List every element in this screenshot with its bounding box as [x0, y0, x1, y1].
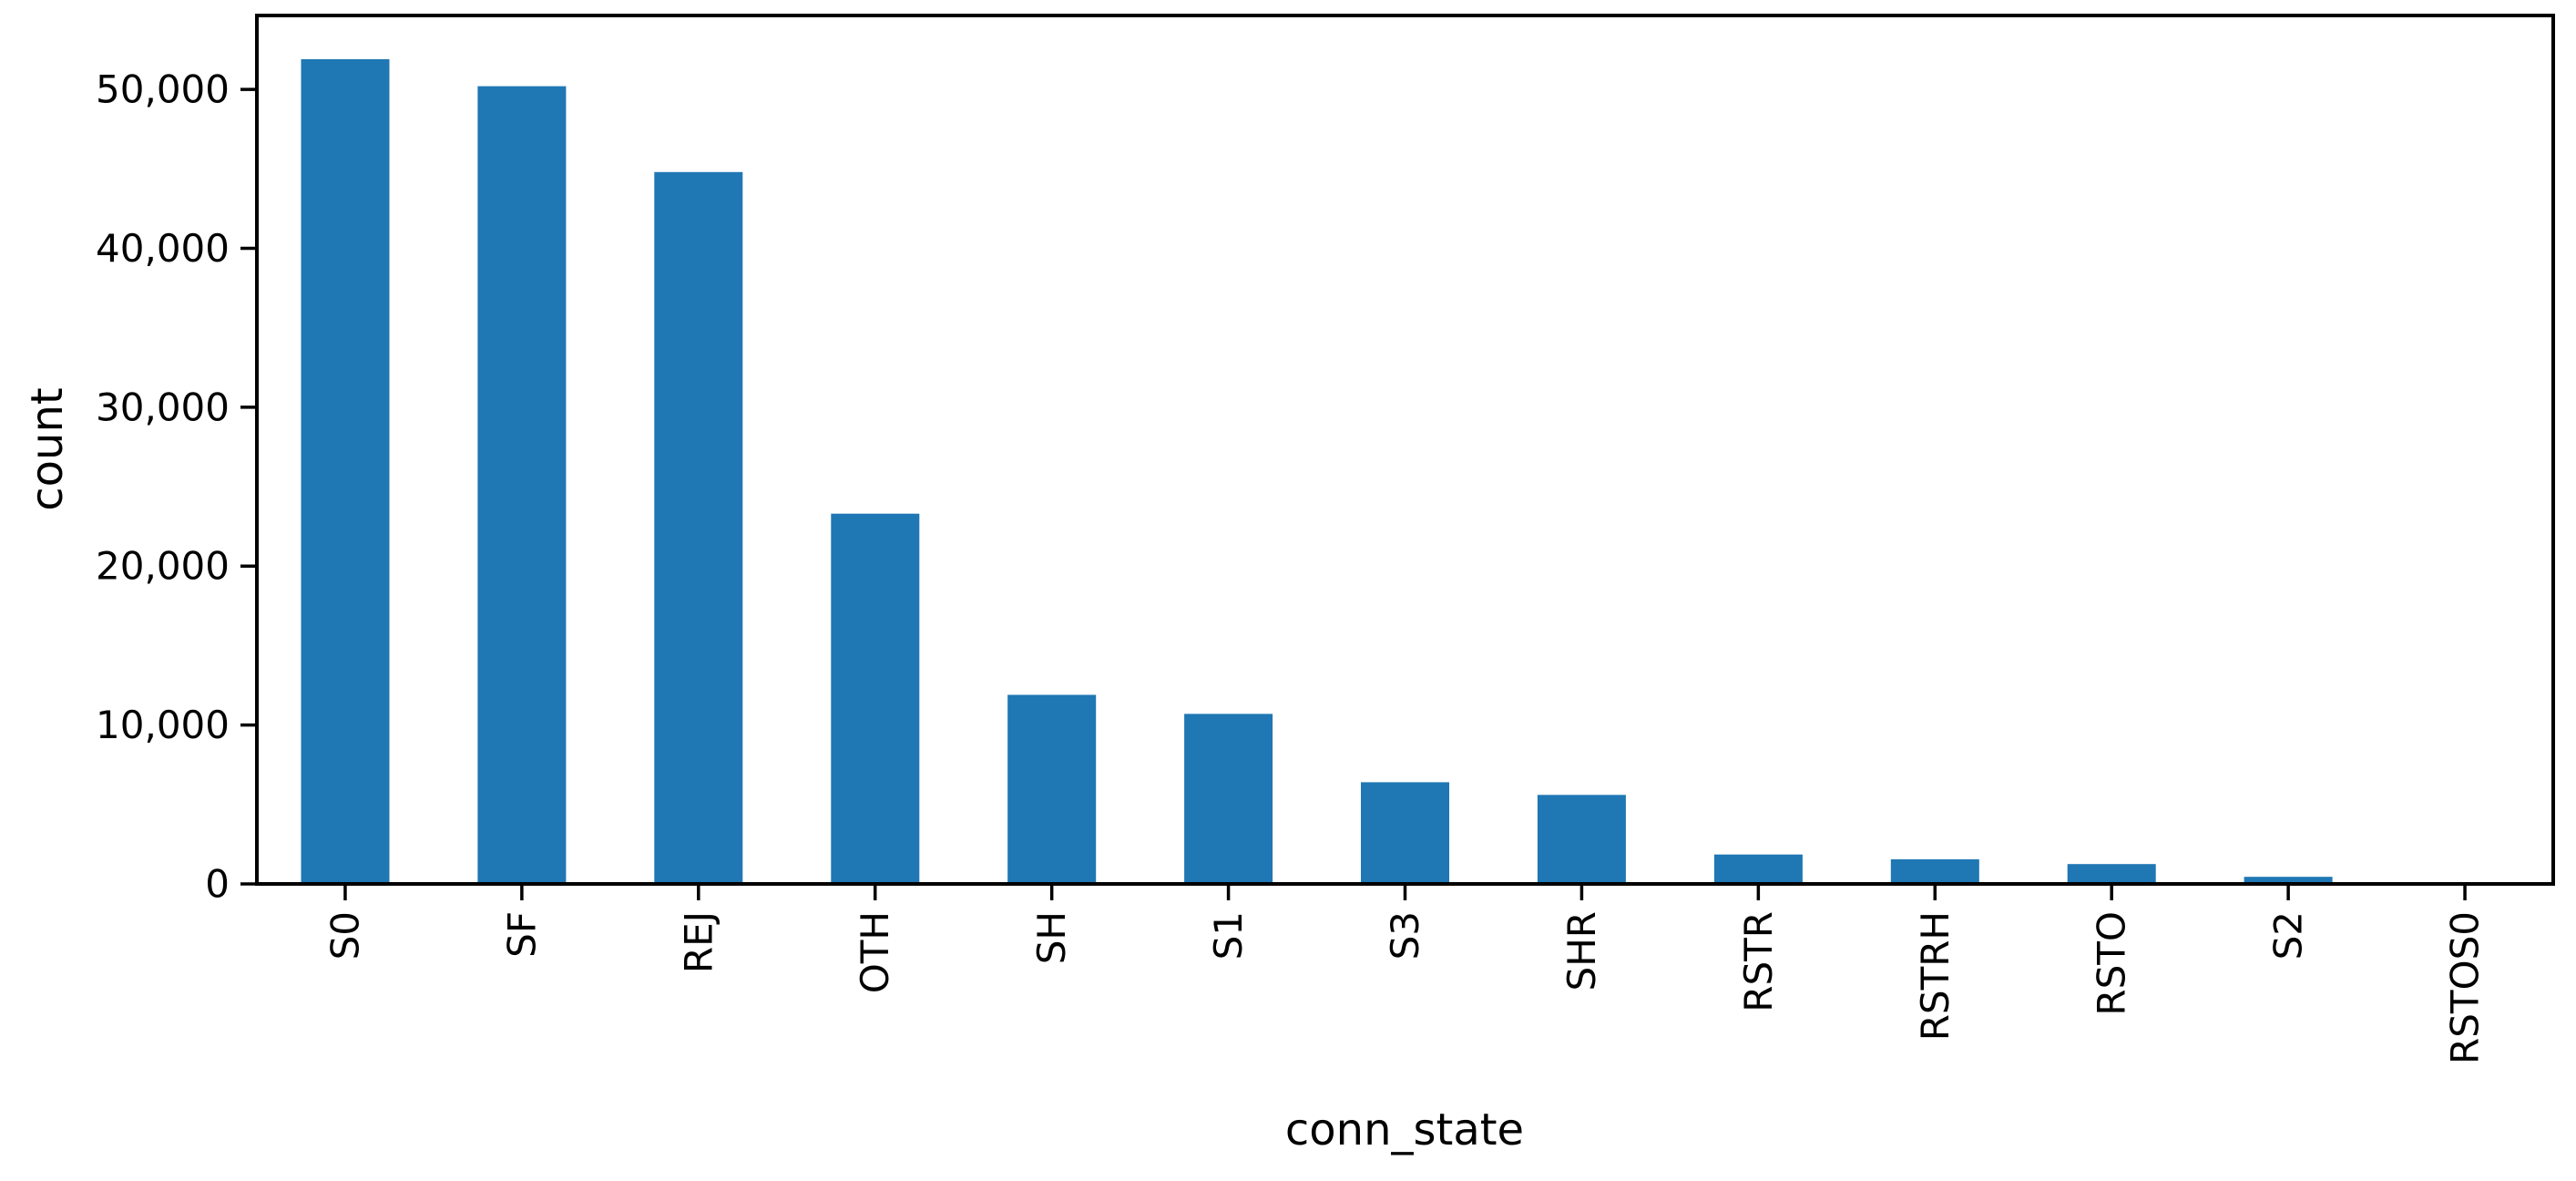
x-tick-label: RSTO — [2090, 911, 2134, 1016]
x-axis: S0 SF REJ OTH SH S1 S3 SHR RSTR RSTRH RSTO S2 RSTOS0 — [322, 884, 2488, 1064]
bar-S0 — [301, 59, 390, 884]
bar-S3 — [1361, 782, 1449, 884]
y-tick-label: 50,000 — [96, 67, 230, 112]
y-axis: 0 10,000 20,000 30,000 40,000 50,000 — [96, 67, 257, 907]
bar-SH — [1007, 694, 1097, 884]
y-tick-label: 0 — [205, 862, 230, 907]
x-axis-label: conn_state — [1285, 1104, 1524, 1155]
x-tick-label: OTH — [853, 911, 897, 993]
x-tick-label: REJ — [676, 911, 721, 973]
x-tick-label: S1 — [1206, 911, 1251, 960]
y-tick-label: 30,000 — [96, 385, 230, 429]
x-tick-label: S2 — [2266, 911, 2311, 960]
bar-S1 — [1184, 714, 1273, 884]
bars — [301, 59, 2510, 885]
x-tick-label: RSTR — [1736, 911, 1781, 1012]
bar-SF — [477, 86, 567, 885]
bar-RSTRH — [1890, 859, 1979, 884]
x-tick-label: SHR — [1559, 911, 1604, 991]
x-tick-label: RSTRH — [1913, 911, 1958, 1041]
x-tick-label: S3 — [1383, 911, 1427, 960]
bar-OTH — [831, 513, 920, 884]
bar-S2 — [2244, 877, 2333, 884]
plot-border — [255, 14, 2555, 886]
bar-RSTR — [1713, 854, 1803, 884]
x-tick-label: S0 — [322, 911, 367, 960]
bar-REJ — [654, 171, 743, 885]
y-axis-label: count — [22, 387, 73, 510]
y-tick-label: 10,000 — [96, 703, 230, 747]
x-tick-label: RSTOS0 — [2443, 911, 2488, 1064]
x-tick-label: SH — [1029, 911, 1074, 964]
y-tick-label: 40,000 — [96, 226, 230, 271]
y-tick-label: 20,000 — [96, 544, 230, 589]
x-tick-label: SF — [499, 911, 544, 958]
bar-RSTO — [2067, 864, 2156, 884]
bar-SHR — [1537, 795, 1626, 884]
